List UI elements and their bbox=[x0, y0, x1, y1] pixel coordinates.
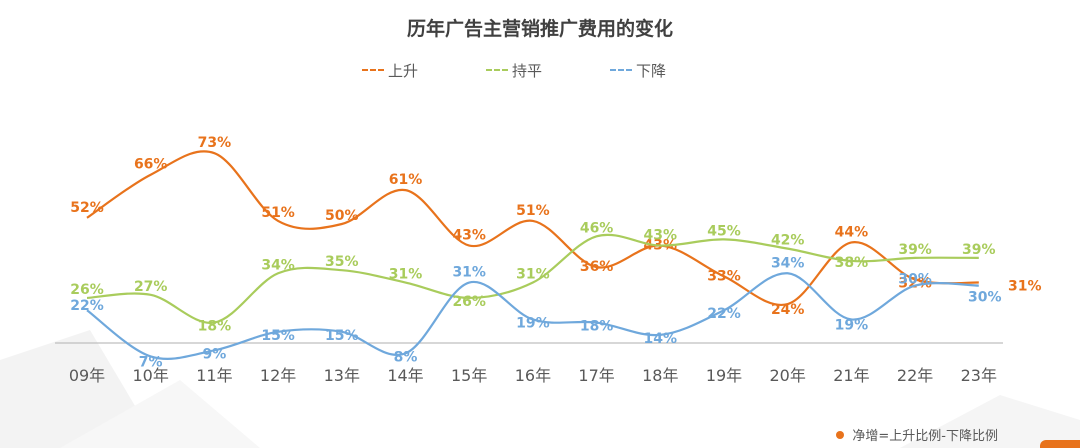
legend-swatch-flat bbox=[486, 69, 509, 71]
legend-label-rise: 上升 bbox=[388, 61, 419, 80]
data-label-flat: 31% bbox=[516, 267, 550, 283]
footnote-text: 净增=上升比例-下降比例 bbox=[852, 429, 998, 444]
data-label-flat: 38% bbox=[835, 255, 869, 271]
x-tick-label: 23年 bbox=[961, 366, 997, 385]
data-label-fall: 15% bbox=[261, 328, 295, 344]
data-label-rise: 61% bbox=[389, 172, 423, 188]
x-tick-label: 17年 bbox=[578, 366, 614, 385]
x-tick-label: 15年 bbox=[451, 366, 487, 385]
x-tick-label: 13年 bbox=[324, 366, 360, 385]
series-line-fall bbox=[86, 272, 979, 360]
legend-item-flat: 持平 bbox=[486, 60, 542, 80]
footnote: 净增=上升比例-下降比例 bbox=[836, 425, 998, 444]
data-label-rise: 52% bbox=[70, 200, 104, 216]
data-label-fall: 14% bbox=[644, 331, 678, 347]
data-label-flat: 42% bbox=[771, 233, 805, 249]
data-label-flat: 26% bbox=[70, 282, 104, 298]
legend-swatch-fall bbox=[610, 69, 633, 71]
data-label-rise: 73% bbox=[198, 135, 232, 151]
data-label-rise: 44% bbox=[835, 224, 869, 240]
data-label-flat: 46% bbox=[580, 220, 614, 236]
data-label-flat: 43% bbox=[644, 228, 678, 244]
data-label-flat: 34% bbox=[261, 257, 295, 273]
data-label-rise: 50% bbox=[325, 208, 359, 224]
chart-legend: 上升 持平 下降 bbox=[362, 60, 666, 80]
x-tick-label: 22年 bbox=[897, 366, 933, 385]
data-label-rise: 36% bbox=[580, 259, 614, 275]
data-label-fall: 9% bbox=[203, 346, 227, 362]
data-label-flat: 31% bbox=[389, 267, 423, 283]
legend-label-fall: 下降 bbox=[636, 61, 667, 80]
x-tick-label: 10年 bbox=[133, 366, 169, 385]
x-tick-label: 19年 bbox=[706, 366, 742, 385]
x-tick-label: 11年 bbox=[196, 366, 232, 385]
x-tick-label: 12年 bbox=[260, 366, 296, 385]
chart-title: 历年广告主营销推广费用的变化 bbox=[406, 18, 673, 40]
series-line-rise bbox=[86, 150, 979, 307]
data-label-rise: 31% bbox=[1008, 279, 1042, 295]
series-line-flat bbox=[86, 233, 979, 324]
legend-label-flat: 持平 bbox=[512, 61, 543, 80]
x-tick-label: 18年 bbox=[642, 366, 678, 385]
data-label-fall: 19% bbox=[835, 317, 869, 333]
data-label-rise: 51% bbox=[261, 205, 295, 221]
data-label-flat: 26% bbox=[452, 294, 486, 310]
corner-decoration bbox=[1040, 440, 1080, 448]
x-tick-label: 09年 bbox=[69, 366, 105, 385]
data-label-flat: 27% bbox=[134, 279, 168, 295]
data-label-fall: 30% bbox=[898, 272, 932, 288]
data-label-fall: 8% bbox=[394, 349, 418, 365]
data-label-rise: 66% bbox=[134, 157, 168, 173]
x-tick-label: 14年 bbox=[387, 366, 423, 385]
data-label-fall: 31% bbox=[452, 265, 486, 281]
data-label-rise: 32% bbox=[898, 275, 932, 291]
data-label-fall: 18% bbox=[580, 319, 614, 335]
legend-swatch-rise bbox=[362, 69, 384, 71]
data-label-fall: 22% bbox=[707, 306, 741, 322]
data-label-flat: 18% bbox=[198, 319, 232, 335]
data-label-rise: 24% bbox=[771, 302, 805, 318]
data-label-flat: 35% bbox=[325, 254, 359, 270]
data-label-fall: 34% bbox=[771, 255, 805, 271]
x-tick-label: 16年 bbox=[515, 366, 551, 385]
x-tick-label: 20年 bbox=[770, 366, 806, 385]
data-label-rise: 43% bbox=[452, 228, 486, 244]
data-label-rise: 33% bbox=[707, 268, 741, 284]
data-label-fall: 22% bbox=[70, 298, 104, 314]
data-label-fall: 15% bbox=[325, 328, 359, 344]
data-label-flat: 45% bbox=[707, 223, 741, 239]
data-label-fall: 19% bbox=[516, 315, 550, 331]
data-label-rise: 51% bbox=[516, 203, 550, 219]
data-label-fall: 30% bbox=[968, 290, 1002, 306]
data-label-fall: 7% bbox=[139, 354, 163, 370]
footnote-bullet bbox=[836, 430, 845, 439]
legend-item-rise: 上升 bbox=[362, 60, 418, 80]
data-label-flat: 39% bbox=[898, 242, 932, 258]
legend-item-fall: 下降 bbox=[610, 60, 666, 80]
data-label-flat: 39% bbox=[962, 242, 996, 258]
x-tick-label: 21年 bbox=[833, 366, 869, 385]
